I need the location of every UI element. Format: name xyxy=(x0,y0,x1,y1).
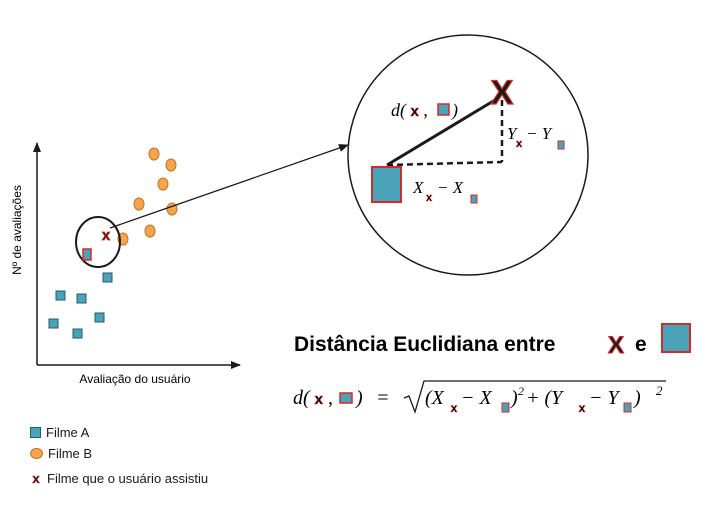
formula-expr-plus: + (Y xyxy=(526,387,564,409)
formula-title-x: X xyxy=(608,332,624,359)
sqrt-radical xyxy=(403,380,666,415)
formula-title-and: e xyxy=(635,333,647,356)
film-b-point xyxy=(133,197,145,211)
formula-sub-x2: x xyxy=(579,401,586,415)
film-a-point xyxy=(55,290,66,301)
film-a-point xyxy=(72,328,83,339)
formula-equals: = xyxy=(376,387,390,409)
film-a-legend-icon xyxy=(30,427,41,438)
highlight-circle xyxy=(75,216,121,268)
formula-lhs-sep: , xyxy=(328,387,333,409)
zoom-distance-close: ) xyxy=(451,100,458,121)
film-a-point xyxy=(48,318,59,329)
formula-expr-close1: ) xyxy=(510,387,518,409)
film-b-point xyxy=(165,158,177,172)
y-axis-label: Nº de avaliações xyxy=(10,185,24,275)
formula-sub-x1: x xyxy=(451,401,458,415)
zoom-circle xyxy=(347,34,589,276)
dy-sub-x: x xyxy=(516,138,523,150)
x-axis-label: Avaliação do usuário xyxy=(79,372,191,386)
formula-expr-sq1: 2 xyxy=(518,384,524,398)
formula-title: Distância Euclidiana entre xyxy=(294,333,555,356)
film-b-point xyxy=(144,224,156,238)
film-a-point xyxy=(76,293,87,304)
film-b-point xyxy=(148,147,160,161)
formula-title-square xyxy=(661,323,691,353)
dy-base: Y xyxy=(507,124,518,143)
formula-lhs-square xyxy=(339,392,353,404)
zoom-film-a-square xyxy=(371,166,402,203)
zoom-connector-arrow xyxy=(109,144,349,229)
film-b-legend-icon xyxy=(30,448,43,459)
formula-lhs-x: x xyxy=(315,391,324,408)
formula-expr-open: (X xyxy=(425,387,445,409)
zoom-distance-d: d( xyxy=(391,100,407,121)
formula-expr-sq2: 2 xyxy=(656,383,663,398)
legend-film-b-label: Filme B xyxy=(48,446,93,461)
legend-film-a: Filme A xyxy=(30,425,89,440)
film-a-point xyxy=(102,272,113,283)
watched-legend-icon: x xyxy=(32,471,40,487)
formula-sub-square2 xyxy=(623,402,632,413)
dx-label: X xyxy=(412,178,424,197)
formula-sub-square1 xyxy=(501,402,510,413)
legend-watched: x Filme que o usuário assistiu xyxy=(30,471,209,487)
film-a-point xyxy=(94,312,105,323)
formula-lhs-close: ) xyxy=(355,387,363,409)
dx-sub-x: x xyxy=(426,192,433,204)
watched-film-marker: x xyxy=(102,227,111,244)
legend-watched-label: Filme que o usuário assistiu xyxy=(47,471,209,486)
film-a-points xyxy=(48,272,113,339)
dy-minus: − Y xyxy=(526,124,553,143)
formula-expr-minus1: − X xyxy=(461,387,492,409)
zoom-watched-x: X xyxy=(491,74,514,112)
film-b-point xyxy=(157,177,169,191)
film-b-points xyxy=(117,147,178,246)
formula-expr-close2: ) xyxy=(633,387,641,409)
zoom-distance-label: d( x , xyxy=(391,100,428,121)
zoom-distance-x: x xyxy=(411,103,420,120)
dy-label: Y xyxy=(507,124,518,143)
dx-minus: − X xyxy=(437,178,464,197)
legend-film-b: Filme B xyxy=(30,446,92,461)
legend-film-a-label: Filme A xyxy=(46,425,90,440)
dy-sub-square xyxy=(557,140,565,150)
dx-dashed-line xyxy=(386,160,503,167)
formula-expr-minus2: − Y xyxy=(589,387,620,409)
formula-lhs-d: d( xyxy=(293,387,311,409)
zoom-distance-square xyxy=(437,103,450,116)
euclidean-distance-line xyxy=(386,98,496,167)
dx-sub-square xyxy=(470,194,478,204)
zoom-distance-sep: , xyxy=(423,100,428,120)
formula-lhs: d( x , xyxy=(293,387,333,409)
highlighted-film-a-point xyxy=(82,248,92,261)
dx-base: X xyxy=(412,178,424,197)
